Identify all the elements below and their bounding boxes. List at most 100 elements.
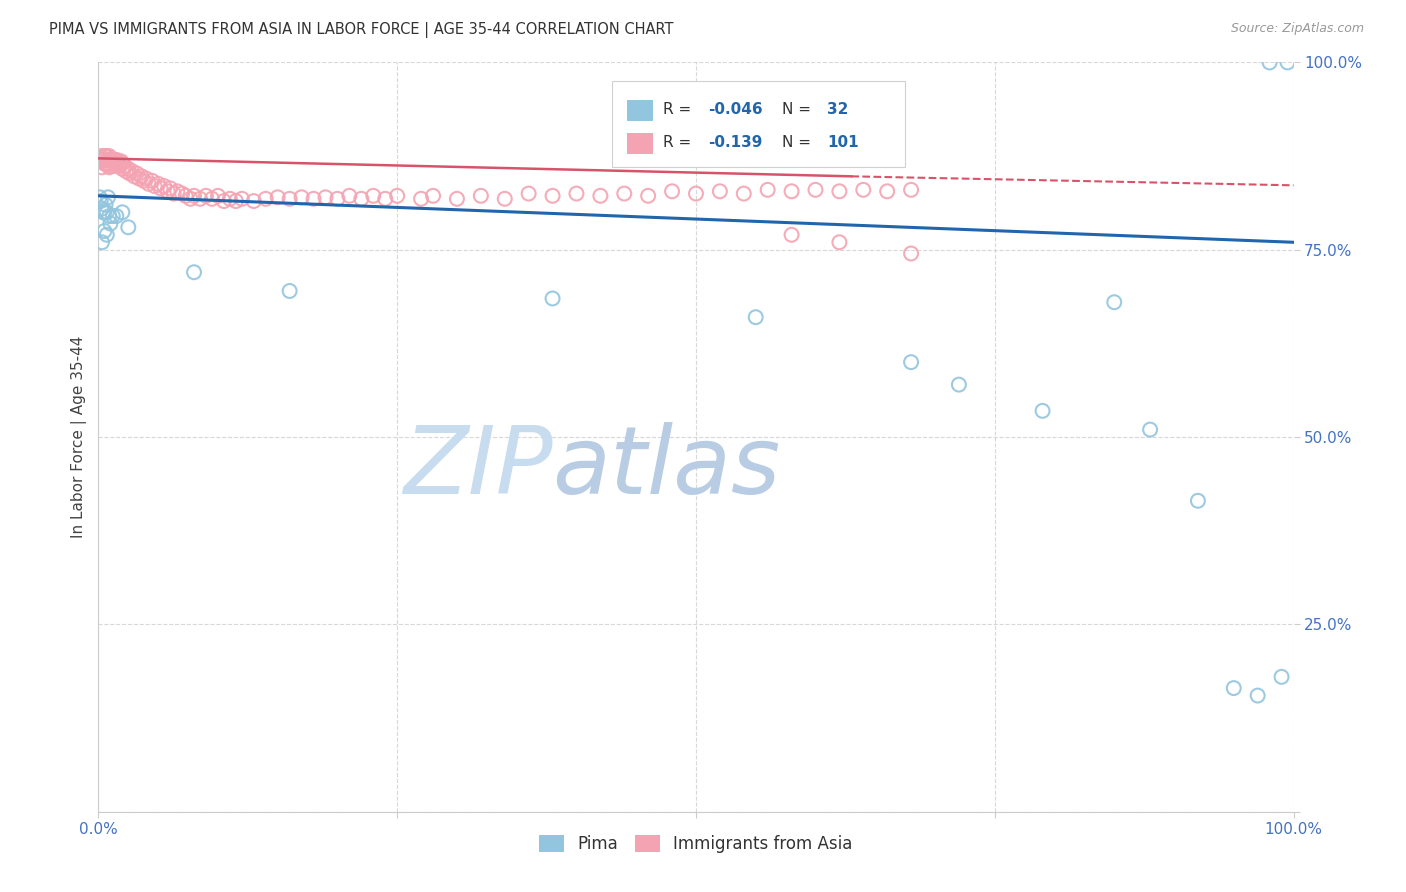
Point bbox=[93, 149, 115, 163]
Point bbox=[900, 355, 922, 369]
Point bbox=[201, 192, 224, 206]
Point bbox=[91, 205, 114, 219]
Point bbox=[121, 164, 143, 178]
Point bbox=[118, 166, 141, 180]
Point bbox=[91, 235, 114, 250]
Point bbox=[374, 192, 396, 206]
Point bbox=[1139, 423, 1161, 437]
Point bbox=[90, 194, 112, 208]
Point bbox=[231, 192, 253, 206]
Point bbox=[225, 194, 247, 208]
Point bbox=[315, 190, 337, 204]
Point bbox=[188, 192, 211, 206]
Point bbox=[446, 192, 468, 206]
Point bbox=[149, 181, 172, 195]
Point bbox=[363, 189, 385, 203]
Point bbox=[111, 205, 134, 219]
Point bbox=[141, 174, 163, 188]
Point bbox=[780, 227, 803, 242]
Text: R =: R = bbox=[662, 135, 700, 150]
Point bbox=[172, 186, 194, 201]
Point bbox=[267, 190, 290, 204]
Point bbox=[105, 209, 128, 223]
Point bbox=[207, 189, 229, 203]
Point bbox=[183, 265, 205, 279]
Point bbox=[422, 189, 444, 203]
Point bbox=[780, 184, 803, 198]
Point bbox=[613, 186, 636, 201]
Point bbox=[93, 224, 115, 238]
Point bbox=[900, 183, 922, 197]
Point bbox=[900, 246, 922, 260]
Point bbox=[98, 159, 122, 173]
Point bbox=[90, 149, 112, 163]
Point bbox=[97, 190, 120, 204]
Point bbox=[385, 189, 409, 203]
Point bbox=[565, 186, 588, 201]
Point bbox=[661, 184, 683, 198]
Point bbox=[828, 235, 851, 250]
Point bbox=[97, 153, 120, 167]
Point bbox=[105, 159, 128, 173]
Point bbox=[1258, 55, 1281, 70]
Point bbox=[159, 181, 181, 195]
Point bbox=[166, 184, 188, 198]
Text: Source: ZipAtlas.com: Source: ZipAtlas.com bbox=[1230, 22, 1364, 36]
Point bbox=[96, 156, 118, 170]
Point bbox=[179, 192, 201, 206]
Point bbox=[470, 189, 492, 203]
Point bbox=[94, 198, 117, 212]
Text: -0.046: -0.046 bbox=[709, 103, 762, 117]
Point bbox=[254, 192, 277, 206]
Point bbox=[98, 153, 122, 167]
Legend: Pima, Immigrants from Asia: Pima, Immigrants from Asia bbox=[533, 828, 859, 860]
Point bbox=[114, 159, 136, 173]
Point bbox=[94, 149, 117, 163]
Point bbox=[91, 161, 114, 175]
Point bbox=[111, 156, 134, 170]
Point bbox=[183, 189, 205, 203]
Point bbox=[104, 156, 127, 170]
Bar bbox=[627, 133, 652, 153]
Text: ZIP: ZIP bbox=[404, 422, 553, 513]
Point bbox=[1187, 493, 1209, 508]
Point bbox=[124, 169, 146, 184]
Point bbox=[108, 159, 131, 173]
Point bbox=[302, 192, 325, 206]
Point bbox=[91, 202, 114, 216]
Point bbox=[326, 192, 349, 206]
Point bbox=[291, 190, 314, 204]
Point bbox=[110, 154, 132, 169]
Point bbox=[1032, 404, 1054, 418]
Y-axis label: In Labor Force | Age 35-44: In Labor Force | Age 35-44 bbox=[72, 336, 87, 538]
Point bbox=[143, 179, 166, 194]
Point bbox=[852, 183, 875, 197]
Point bbox=[517, 186, 540, 201]
Point bbox=[733, 186, 755, 201]
Point bbox=[128, 171, 150, 186]
Point bbox=[101, 159, 124, 173]
Point bbox=[163, 186, 186, 201]
Point bbox=[94, 156, 117, 170]
Point bbox=[278, 192, 301, 206]
Text: 32: 32 bbox=[827, 103, 849, 117]
Point bbox=[745, 310, 768, 325]
Point bbox=[243, 194, 266, 208]
Point bbox=[589, 189, 612, 203]
Point bbox=[98, 217, 122, 231]
Point bbox=[135, 171, 157, 186]
Point bbox=[709, 184, 731, 198]
Point bbox=[876, 184, 898, 198]
Point bbox=[138, 177, 160, 191]
Point bbox=[93, 205, 115, 219]
Point bbox=[685, 186, 707, 201]
Point bbox=[105, 153, 128, 167]
Point bbox=[411, 192, 433, 206]
Point bbox=[804, 183, 827, 197]
Point bbox=[89, 153, 111, 167]
Point bbox=[125, 166, 148, 180]
Text: atlas: atlas bbox=[553, 422, 780, 513]
Point bbox=[96, 227, 118, 242]
Point bbox=[97, 156, 120, 170]
Point bbox=[339, 189, 361, 203]
